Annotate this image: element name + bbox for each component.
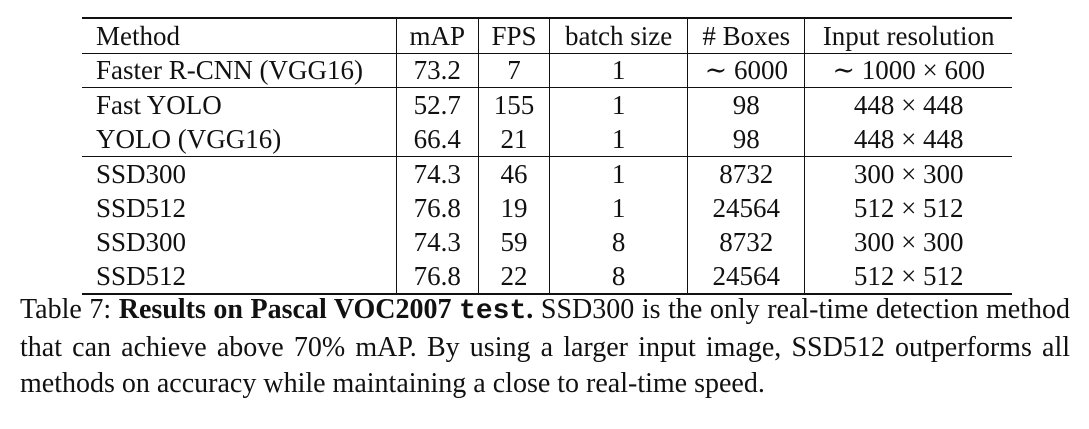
cell-map: 76.8	[396, 191, 479, 225]
header-map: mAP	[396, 18, 479, 54]
cell-method: SSD512	[82, 259, 397, 294]
cell-input-resolution: 300 × 300	[853, 158, 964, 189]
cell-boxes: 8732	[687, 156, 806, 191]
cell-input-resolution: 512 × 512	[853, 260, 964, 291]
cell-method: SSD300	[82, 225, 397, 259]
cell-map: 66.4	[396, 122, 479, 157]
cell-boxes: 98	[687, 87, 806, 122]
cell-fps: 59	[478, 225, 551, 259]
group-yolo: Fast YOLO 52.7 155 1 98 448 × 448 YOLO (…	[82, 87, 1012, 157]
results-table-container: Method mAP FPS batch size # Boxes Input …	[82, 17, 1012, 295]
cell-map: 74.3	[396, 225, 479, 259]
cell-batch-size: 1	[549, 156, 689, 191]
cell-fps: 19	[478, 191, 551, 225]
table-caption: Table 7: Results on Pascal VOC2007 test.…	[20, 292, 1070, 402]
caption-label: Table 7:	[20, 294, 112, 325]
table-row: Fast YOLO 52.7 155 1 98 448 × 448	[82, 87, 1012, 122]
header-row: Method mAP FPS batch size # Boxes Input …	[82, 18, 1012, 54]
cell-batch-size: 1	[549, 53, 689, 88]
cell-fps: 22	[478, 259, 551, 294]
caption-body: SSD300 is the only real-time detection m…	[20, 294, 1071, 399]
cell-batch-size: 8	[549, 225, 689, 259]
cell-fps: 46	[478, 156, 551, 191]
cell-map: 76.8	[396, 259, 479, 294]
caption-title-period: .	[526, 294, 534, 325]
cell-boxes: ∼ 6000	[687, 53, 806, 88]
table-header: Method mAP FPS batch size # Boxes Input …	[82, 18, 1012, 54]
cell-method: SSD512	[82, 191, 397, 225]
cell-method: SSD300	[82, 156, 397, 191]
cell-map: 73.2	[396, 53, 479, 88]
cell-input-resolution: 512 × 512	[853, 192, 964, 223]
cell-batch-size: 1	[549, 191, 689, 225]
header-batch-size: batch size	[549, 18, 689, 54]
cell-fps: 155	[478, 87, 551, 122]
group-faster-rcnn: Faster R-CNN (VGG16) 73.2 7 1 ∼ 6000 ∼ 1…	[82, 53, 1012, 88]
cell-batch-size: 1	[549, 122, 689, 157]
cell-boxes: 24564	[687, 259, 806, 294]
header-input-resolution: Input resolution	[822, 20, 995, 51]
cell-input-resolution: 448 × 448	[853, 89, 964, 120]
cell-boxes: 24564	[687, 191, 806, 225]
cell-fps: 7	[478, 53, 551, 88]
cell-map: 52.7	[396, 87, 479, 122]
cell-map: 74.3	[396, 156, 479, 191]
cell-batch-size: 8	[549, 259, 689, 294]
table-row: YOLO (VGG16) 66.4 21 1 98 448 × 448	[82, 122, 1012, 157]
table-row: SSD512 76.8 19 1 24564 512 × 512	[82, 191, 1012, 225]
cell-method: Fast YOLO	[82, 87, 397, 122]
header-boxes: # Boxes	[687, 18, 806, 54]
cell-boxes: 98	[687, 122, 806, 157]
cell-method: YOLO (VGG16)	[82, 122, 397, 157]
caption-title: Results on Pascal VOC2007 test.	[118, 294, 534, 327]
table-row: SSD300 74.3 46 1 8732 300 × 300	[82, 156, 1012, 191]
cell-fps: 21	[478, 122, 551, 157]
cell-boxes: 8732	[687, 225, 806, 259]
caption-title-text: Results on Pascal VOC2007	[118, 294, 452, 325]
cell-batch-size: 1	[549, 87, 689, 122]
cell-input-resolution: 300 × 300	[853, 226, 964, 257]
table-row: SSD300 74.3 59 8 8732 300 × 300	[82, 225, 1012, 259]
cell-input-resolution: 448 × 448	[853, 123, 964, 154]
table-row: Faster R-CNN (VGG16) 73.2 7 1 ∼ 6000 ∼ 1…	[82, 53, 1012, 88]
header-method: Method	[82, 18, 397, 54]
group-ssd: SSD300 74.3 46 1 8732 300 × 300 SSD512 7…	[82, 156, 1012, 294]
cell-method: Faster R-CNN (VGG16)	[82, 53, 397, 88]
header-fps: FPS	[478, 18, 551, 54]
caption-test-word: test	[459, 296, 527, 327]
cell-input-resolution: ∼ 1000 × 600	[832, 55, 985, 85]
table-row: SSD512 76.8 22 8 24564 512 × 512	[82, 259, 1012, 294]
results-table: Method mAP FPS batch size # Boxes Input …	[82, 17, 1012, 295]
